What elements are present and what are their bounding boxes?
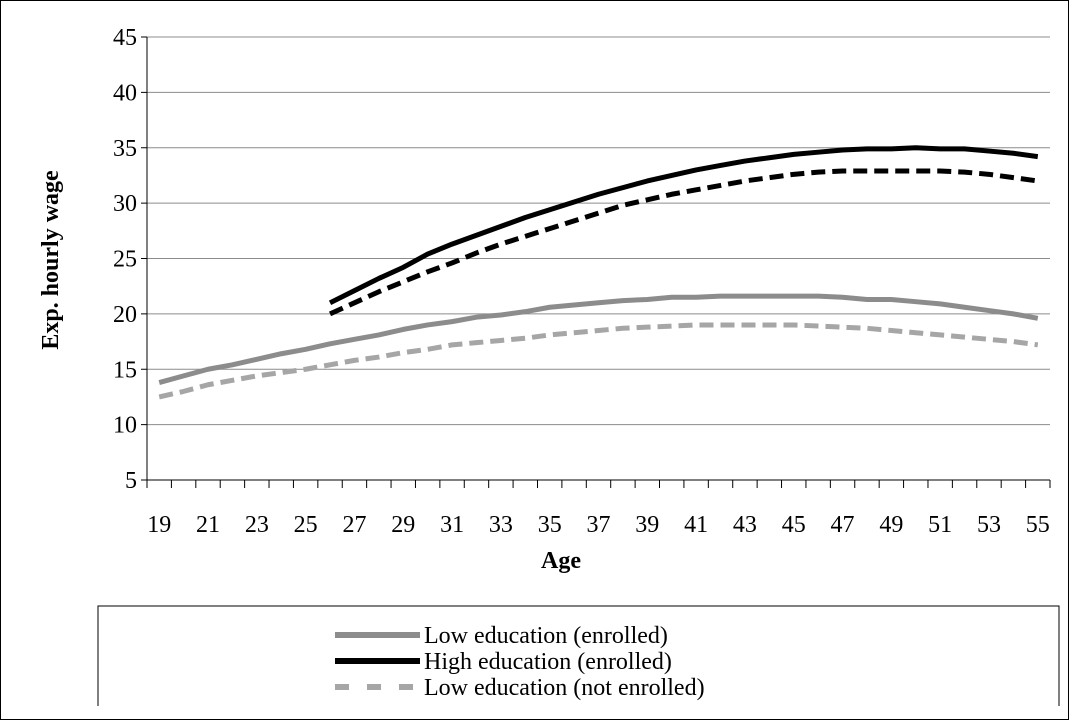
- legend-label-2: High education (enrolled): [424, 649, 672, 675]
- x-tick-label: 27: [342, 512, 366, 538]
- x-tick-label: 21: [196, 512, 220, 538]
- y-tick-label: 5: [125, 468, 137, 494]
- x-tick-label: 35: [538, 512, 562, 538]
- series-line-2: [328, 145, 1039, 306]
- x-tick-label: 19: [147, 512, 171, 538]
- y-tick-label: 20: [113, 302, 137, 328]
- x-tick-label: 39: [635, 512, 659, 538]
- legend: Low education (enrolled)High education (…: [97, 605, 1060, 706]
- x-tick-label: 47: [831, 512, 855, 538]
- y-tick-label: 30: [113, 191, 137, 217]
- x-tick-label: 31: [440, 512, 464, 538]
- legend-box: [97, 605, 1060, 706]
- plot-series: [158, 145, 1039, 400]
- x-tick-label: 25: [294, 512, 318, 538]
- x-tick-label: 55: [1026, 512, 1050, 538]
- legend-label-3: Low education (not enrolled): [424, 675, 705, 701]
- x-tick-label: 41: [684, 512, 708, 538]
- series-line-1: [158, 293, 1039, 385]
- y-tick-label: 10: [113, 413, 137, 439]
- x-tick-label: 51: [928, 512, 952, 538]
- x-axis-title: Age: [541, 548, 581, 574]
- axes: 5 10 15 20 25 30 35 40 45 19 21 23 25 27 29 31 33 35 37 39 4…: [113, 25, 1051, 538]
- x-tick-label: 33: [489, 512, 513, 538]
- x-tick-label: 29: [391, 512, 415, 538]
- series-line-3: [158, 322, 1039, 400]
- x-tick-label: 45: [782, 512, 806, 538]
- y-tick-label: 45: [113, 25, 137, 51]
- gridlines: [147, 36, 1050, 426]
- x-tick-label: 43: [733, 512, 757, 538]
- y-tick-label: 25: [113, 247, 137, 273]
- x-tick-label: 23: [245, 512, 269, 538]
- x-tick-label: 49: [879, 512, 903, 538]
- x-tick-label: 53: [977, 512, 1001, 538]
- legend-label-1: Low education (enrolled): [424, 623, 668, 649]
- series-line-4: [329, 168, 1039, 317]
- y-axis-title: Exp. hourly wage: [38, 170, 64, 350]
- x-tick-label: 37: [587, 512, 611, 538]
- y-tick-label: 40: [113, 80, 137, 106]
- y-tick-label: 15: [113, 357, 137, 383]
- y-tick-label: 35: [113, 136, 137, 162]
